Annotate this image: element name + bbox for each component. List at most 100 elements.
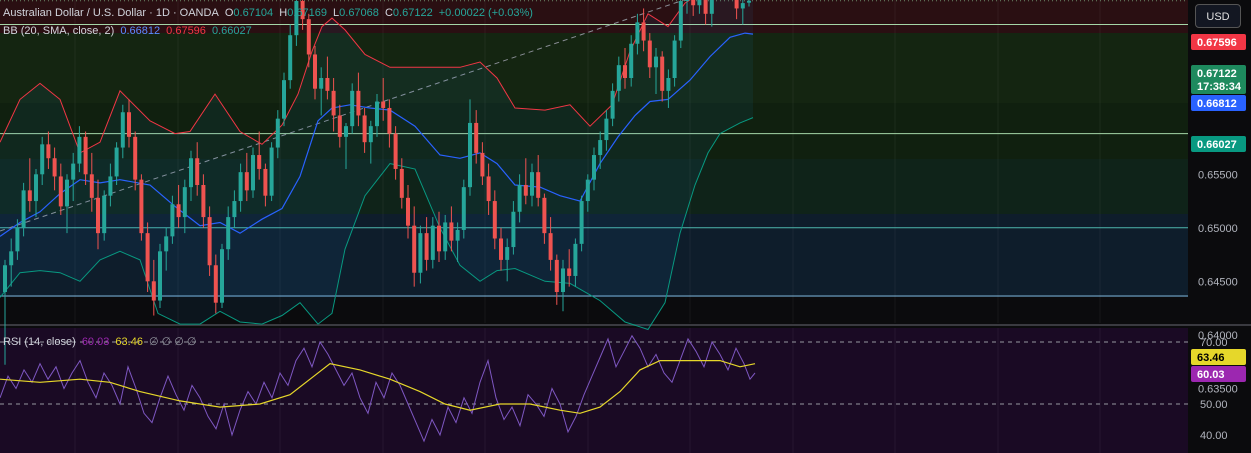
candle-body-73 (455, 229, 460, 241)
candle-4 (27, 158, 32, 212)
candle-20 (127, 99, 131, 148)
candle-17 (108, 163, 113, 207)
candle-34 (213, 254, 218, 314)
candle-107 (666, 69, 671, 108)
candle-body-82 (511, 211, 516, 248)
candle-body-92 (573, 243, 578, 276)
candle-body-72 (449, 222, 454, 241)
candle-71 (443, 214, 448, 260)
candle-body-38 (238, 172, 243, 202)
candle-50 (313, 45, 317, 100)
candle-body-47 (294, 0, 299, 36)
high-value: 0.67169 (287, 7, 327, 19)
candle-body-95 (592, 155, 596, 180)
candle-85 (530, 163, 534, 207)
candle-41 (257, 131, 262, 180)
price-tick-4: 0.63500 (1198, 383, 1238, 395)
price-tick-3: 0.64000 (1198, 330, 1238, 342)
candle-89 (554, 254, 559, 305)
candle-body-6 (40, 144, 45, 175)
candle-body-76 (474, 122, 479, 153)
candle-body-101 (629, 43, 634, 78)
open-label: O (224, 7, 234, 19)
candle-81 (505, 238, 510, 282)
candle-body-17 (108, 176, 113, 196)
candle-119 (740, 0, 745, 25)
candle-body-46 (288, 35, 293, 81)
candle-15 (96, 179, 100, 250)
price-tick-0: 0.65500 (1198, 169, 1238, 181)
candle-body-57 (356, 90, 361, 116)
candle-body-83 (517, 185, 522, 212)
candle-36 (226, 206, 231, 260)
candle-69 (430, 217, 435, 269)
candle-body-2 (15, 227, 20, 252)
candle-body-66 (412, 225, 417, 273)
candle-body-34 (213, 265, 218, 303)
candle-body-90 (561, 268, 565, 292)
candle-body-28 (176, 204, 181, 218)
candle-body-24 (151, 281, 156, 301)
candle-body-58 (362, 115, 367, 143)
candle-51 (319, 67, 324, 116)
bottom-zone (0, 297, 1188, 324)
high-label: H (279, 7, 288, 19)
candle-body-80 (499, 238, 503, 260)
candle-body-16 (102, 195, 107, 234)
candle-25 (158, 243, 162, 309)
candle-body-48 (300, 0, 305, 20)
rsi-ma-line (0, 360, 756, 414)
bb-lower-line (0, 117, 754, 331)
bb-upper-value: 0.67596 (166, 25, 206, 37)
candle-113 (703, 0, 708, 25)
candle-109 (678, 0, 683, 49)
candle-16 (102, 190, 107, 241)
candle-body-111 (691, 0, 696, 6)
tag-rsi-text-0: 60.03 (1197, 369, 1225, 381)
candle-22 (139, 174, 144, 241)
upper-zone (0, 33, 1188, 103)
candle-72 (449, 206, 454, 252)
candle-body-43 (269, 147, 274, 196)
candle-6 (40, 136, 45, 185)
tag-lower-band-text-0: 0.66027 (1197, 139, 1237, 151)
candle-74 (461, 179, 466, 239)
candle-body-20 (127, 112, 131, 137)
bb-legend[interactable]: BB (20, SMA, close, 2) 0.66812 0.67596 0… (3, 25, 255, 37)
symbol-title: Australian Dollar / U.S. Dollar · 1D · O… (3, 7, 219, 19)
candle-body-102 (635, 22, 640, 44)
candle-body-112 (697, 0, 702, 6)
candle-0 (3, 259, 7, 365)
currency-selector[interactable]: USD (1195, 4, 1241, 28)
candle-body-64 (399, 168, 404, 198)
candle-82 (511, 201, 516, 255)
rsi-value: 60.03 (81, 336, 110, 348)
candle-86 (536, 155, 541, 207)
candle-90 (561, 259, 565, 312)
tag-upper-band-bg (1191, 34, 1246, 50)
candle-body-3 (21, 190, 26, 228)
tag-rsi-ma: 63.46 (1191, 349, 1246, 365)
candle-94 (585, 174, 590, 212)
tag-lower-band: 0.66027 (1191, 136, 1246, 152)
candle-body-106 (660, 56, 665, 91)
candle-body-118 (734, 0, 739, 9)
candle-body-85 (530, 172, 534, 196)
candle-103 (641, 8, 646, 52)
candle-31 (195, 142, 200, 196)
rsi-legend[interactable]: RSI (14, close) 60.03 63.46 ∅ ∅ ∅ ∅ (3, 335, 200, 348)
candle-body-45 (282, 80, 286, 119)
candle-body-91 (567, 268, 572, 276)
candle-70 (437, 211, 441, 263)
candle-body-68 (424, 233, 429, 260)
candle-body-26 (164, 236, 169, 252)
candle-84 (523, 158, 528, 205)
candle-40 (251, 147, 255, 198)
trendline (0, 0, 686, 232)
candle-13 (83, 131, 88, 185)
tag-upper-band: 0.67596 (1191, 34, 1246, 50)
candle-42 (263, 163, 268, 207)
bb-lower-value: 0.66027 (211, 25, 252, 37)
